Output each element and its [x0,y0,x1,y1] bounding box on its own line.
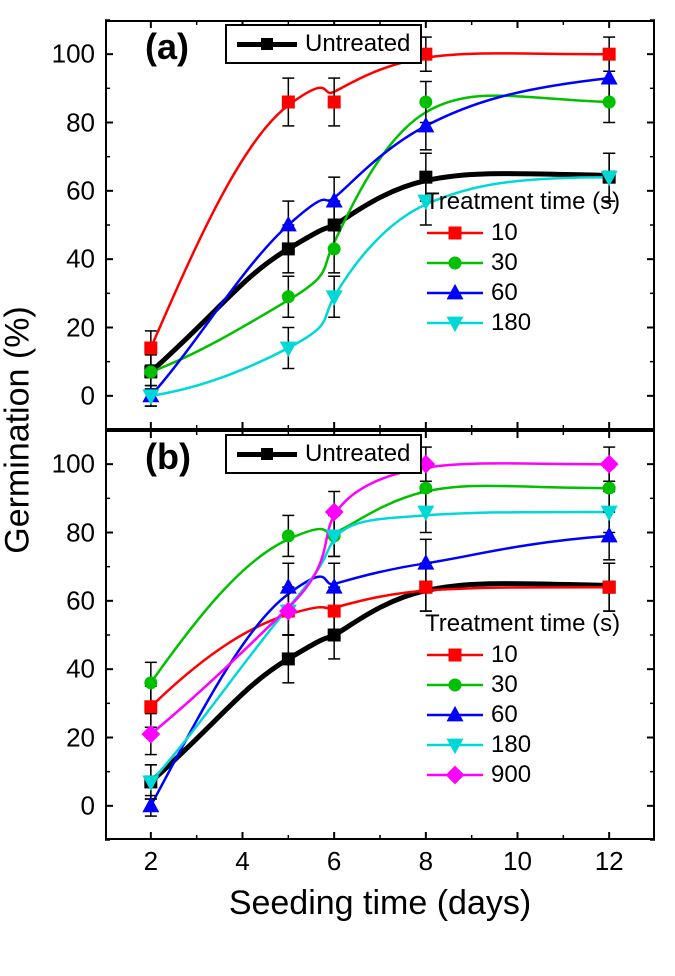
square-icon [261,38,273,50]
panel-label-panel_a: (a) [145,26,189,68]
y-tick-label: 40 [66,654,95,685]
legend-label: 60 [491,701,518,729]
legend-swatch [425,735,485,755]
legend-line-untreated [237,452,297,457]
legend-row-60: 60 [425,278,620,308]
series-marker-60 [143,798,158,812]
legend-label-untreated: Untreated [305,30,410,58]
legend-swatch [425,313,485,333]
legend-row-30: 30 [425,670,620,700]
legend-swatch [425,223,485,243]
y-tick-label: 60 [66,585,95,616]
legend-line-untreated [237,42,297,47]
x-tick-label: 10 [503,846,532,877]
legend-untreated: Untreated [225,434,422,474]
panel-label-panel_b: (b) [145,436,191,478]
legend-row-180: 180 [425,308,620,338]
series-marker-10 [420,581,432,593]
x-axis-title: Seeding time (days) [229,884,531,923]
series-marker-30 [145,677,157,689]
legend-label: 180 [491,309,531,337]
series-marker-Untreated [328,629,340,641]
figure: 02040608010024681012020406080100(a)(b)Un… [0,0,675,976]
series-marker-60 [281,579,296,593]
legend-swatch [425,675,485,695]
series-marker-10 [603,581,615,593]
series-marker-30 [603,482,615,494]
x-tick-label: 8 [419,846,433,877]
legend-label: 900 [491,761,531,789]
legend-title: Treatment time (s) [425,610,620,638]
legend-label: 30 [491,249,518,277]
legend-label: 180 [491,731,531,759]
y-axis-title: Germination (%) [0,306,38,554]
legend-title: Treatment time (s) [425,188,620,216]
legend-label: 10 [491,641,518,669]
y-tick-label: 20 [66,722,95,753]
x-tick-label: 4 [235,846,249,877]
legend-row-60: 60 [425,700,620,730]
y-tick-label: 100 [52,449,95,480]
legend-label-untreated: Untreated [305,440,410,468]
legend-swatch [425,765,485,785]
series-marker-10 [145,701,157,713]
series-marker-30 [420,482,432,494]
legend-series: Treatment time (s) 103060180 [425,188,620,338]
y-tick-label: 0 [81,790,95,821]
legend-row-180: 180 [425,730,620,760]
legend-row-900: 900 [425,760,620,790]
legend-label: 10 [491,219,518,247]
series-marker-900 [601,456,618,473]
plot-svg [0,0,675,976]
series-marker-Untreated [282,653,294,665]
legend-row-30: 30 [425,248,620,278]
legend-untreated: Untreated [225,24,422,64]
x-tick-label: 2 [144,846,158,877]
series-marker-30 [282,530,294,542]
x-tick-label: 6 [327,846,341,877]
legend-swatch [425,705,485,725]
square-icon [261,448,273,460]
series-marker-60 [602,528,617,542]
series-marker-180 [418,506,433,520]
y-tick-label: 80 [66,517,95,548]
legend-row-10: 10 [425,640,620,670]
legend-row-10: 10 [425,218,620,248]
x-tick-label: 12 [595,846,624,877]
legend-swatch [425,253,485,273]
legend-label: 30 [491,671,518,699]
series-marker-10 [328,605,340,617]
legend-series: Treatment time (s) 103060180900 [425,610,620,790]
legend-swatch [425,283,485,303]
legend-swatch [425,645,485,665]
legend-label: 60 [491,279,518,307]
